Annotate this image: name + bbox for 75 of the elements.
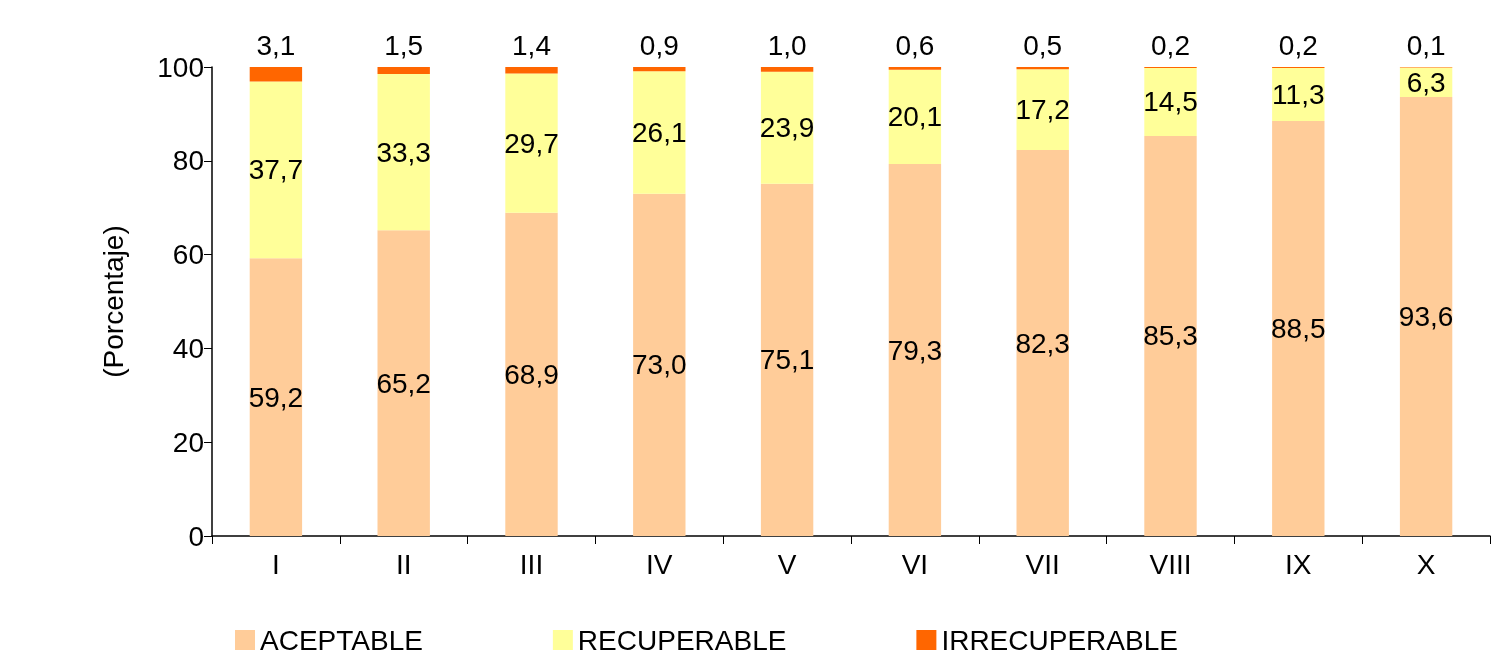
bar [505,212,558,536]
data-label: 17,2 [1015,94,1070,126]
data-label: 1,5 [384,29,424,61]
x-tick-label: V [777,548,797,580]
data-label: 59,2 [248,381,304,413]
data-label: 1,0 [767,29,807,61]
bar [633,193,686,536]
legend-label: IRRECUPERABLE [941,624,1178,655]
bar [760,71,814,184]
bar [1016,150,1069,536]
legend-label: ACEPTABLE [260,624,423,655]
y-tick-label: 20 [172,426,204,458]
data-label: 0,1 [1406,29,1446,61]
x-tick-label: VI [901,548,929,580]
bar [505,73,558,213]
data-label: 82,3 [1015,327,1070,359]
bar [377,230,430,536]
legend-label: RECUPERABLE [577,624,787,655]
data-label: 3,1 [256,29,296,61]
bar [1272,67,1325,121]
data-label: 85,3 [1143,320,1198,352]
data-label: 0,2 [1278,29,1318,61]
x-tick-label: I [272,548,280,580]
data-label: 79,3 [887,334,943,366]
bar [888,69,942,165]
bar [1272,120,1325,536]
data-label: 0,9 [639,29,679,61]
bar [1399,97,1453,536]
data-label: 26,1 [632,116,687,148]
y-tick-label: 40 [172,332,204,364]
y-tick-label: 0 [188,520,204,552]
data-label: 29,7 [504,127,559,159]
data-label: 6,3 [1406,66,1446,98]
data-label: 0,5 [1023,29,1063,61]
y-axis-title: (Porcentaje) [97,225,129,378]
bar [1144,67,1197,136]
data-label: 88,5 [1271,312,1326,344]
bar [249,258,303,536]
bar [505,67,558,74]
x-tick-label: IX [1285,548,1312,580]
bar [888,164,942,536]
data-label: 23,9 [759,112,815,144]
data-label: 1,4 [512,29,551,61]
data-label: 68,9 [504,358,559,390]
data-label: 73,0 [632,349,687,381]
x-tick-label: VII [1025,548,1060,580]
x-tick-label: IV [646,548,673,580]
data-label: 33,3 [376,136,431,168]
y-tick-label: 80 [172,145,204,177]
bar [760,67,814,72]
bar [249,67,303,82]
data-label: 0,2 [1151,29,1190,61]
data-label: 75,1 [759,344,815,376]
x-tick-label: II [395,548,412,580]
data-label: 93,6 [1398,301,1454,333]
data-label: 0,6 [895,29,935,61]
data-label: 20,1 [887,101,943,133]
y-tick-label: 60 [172,239,204,271]
data-label: 11,3 [1272,78,1325,110]
bar [633,67,686,72]
y-tick-label: 100 [157,51,204,83]
bar [377,67,430,75]
bar [760,183,814,536]
x-tick-label: VIII [1149,548,1192,580]
x-tick-label: III [519,548,544,580]
data-label: 37,7 [248,154,304,186]
bar [633,71,686,194]
bar [888,67,942,70]
data-label: 14,5 [1143,86,1198,118]
bar [1144,135,1197,536]
data-label: 65,2 [376,367,431,399]
bar [377,74,430,231]
x-tick-label: X [1416,548,1436,580]
bar [249,81,303,259]
bar [1016,69,1069,151]
